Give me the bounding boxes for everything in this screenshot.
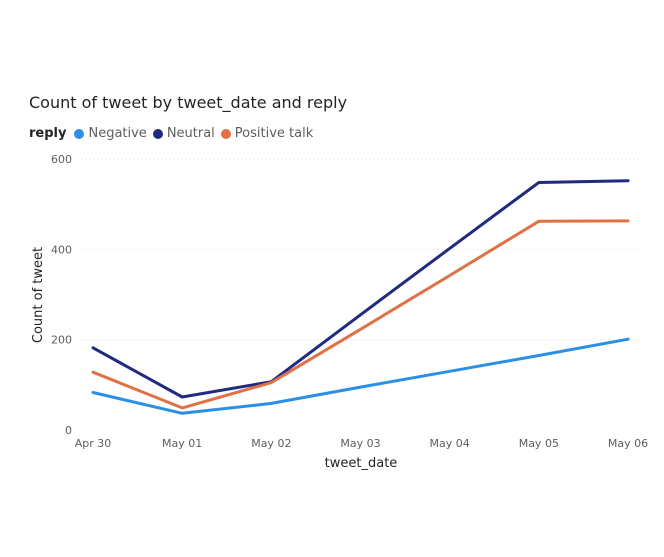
y-tick-label-600: 600	[51, 153, 72, 166]
legend-label-neutral: Neutral	[166, 126, 215, 141]
y-tick-label-200: 200	[51, 334, 72, 347]
x-axis-title: tweet_date	[325, 456, 398, 471]
x-tick-label-0: Apr 30	[75, 437, 112, 450]
chart-title: Count of tweet by tweet_date and reply	[29, 93, 348, 112]
legend-label-negative: Negative	[88, 126, 147, 141]
series-line-neutral	[91, 179, 630, 399]
legend-item-positive-talk[interactable]: Positive talk	[220, 126, 314, 141]
legend-label-positive-talk: Positive talk	[234, 126, 314, 141]
y-tick-label-400: 400	[51, 243, 72, 256]
legend-title: reply	[29, 126, 67, 141]
x-tick-label-1: May 01	[162, 437, 202, 450]
x-tick-label-3: May 03	[340, 437, 380, 450]
legend-marker-negative	[74, 128, 85, 139]
legend: reply Negative Neutral Positive talk	[29, 126, 319, 141]
legend-item-negative[interactable]: Negative	[74, 126, 147, 141]
x-tick-label-2: May 02	[251, 437, 291, 450]
y-tick-label-0: 0	[65, 424, 72, 437]
y-axis-title: Count of tweet	[31, 247, 46, 343]
legend-marker-neutral	[152, 128, 163, 139]
legend-item-neutral[interactable]: Neutral	[152, 126, 215, 141]
series-line-positive-talk	[91, 219, 630, 410]
legend-marker-positive-talk	[220, 128, 231, 139]
x-tick-label-4: May 04	[430, 437, 470, 450]
series-line-negative	[91, 337, 630, 415]
x-tick-label-5: May 05	[519, 437, 559, 450]
x-tick-label-6: May 06	[608, 437, 648, 450]
